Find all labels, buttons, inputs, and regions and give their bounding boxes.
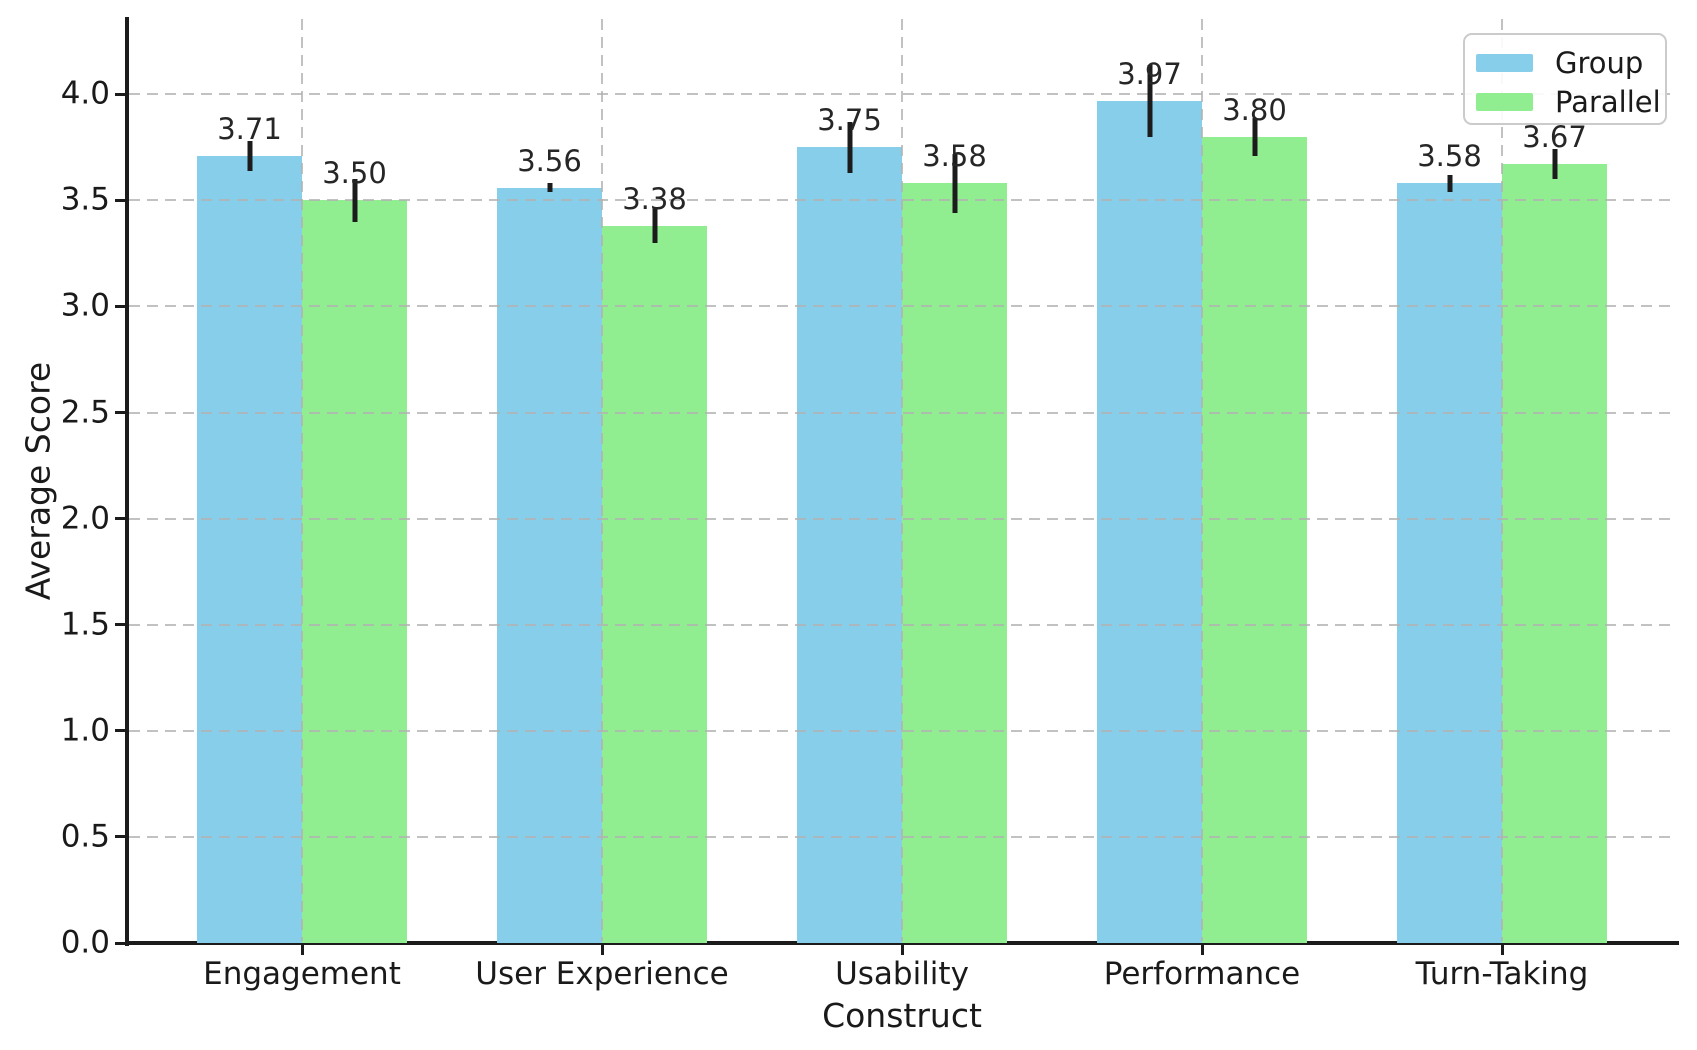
legend-swatch-group [1476, 53, 1533, 72]
bar-group-1 [497, 187, 602, 943]
y-tick-mark [115, 517, 126, 521]
y-tick-label: 1.5 [60, 606, 110, 643]
y-tick-label: 3.5 [60, 181, 110, 218]
bar-value-label: 3.56 [517, 143, 582, 178]
x-tick-label: Usability [835, 956, 969, 992]
error-bar-parallel-2 [952, 153, 957, 214]
bar-value-label: 3.38 [622, 181, 687, 216]
legend-label: Group [1555, 45, 1644, 80]
legend-item-group: Group [1476, 44, 1655, 82]
y-tick-mark [115, 304, 126, 308]
x-tick-mark [300, 945, 304, 955]
gridline-vertical [1501, 19, 1503, 941]
y-tick-mark [115, 411, 126, 415]
error-bar-group-4 [1447, 174, 1452, 192]
bar-parallel-3 [1202, 136, 1307, 943]
x-tick-mark [1500, 945, 1504, 955]
y-axis-spine [125, 17, 129, 946]
bar-value-label: 3.50 [322, 156, 387, 191]
y-tick-label: 4.0 [60, 75, 110, 112]
y-tick-mark [115, 835, 126, 839]
y-tick-mark [115, 623, 126, 627]
x-tick-label: User Experience [475, 956, 729, 992]
error-bar-group-1 [547, 183, 552, 192]
bar-parallel-0 [302, 200, 407, 943]
y-tick-label: 2.0 [60, 500, 110, 537]
error-bar-parallel-4 [1552, 149, 1557, 180]
y-tick-label: 2.5 [60, 394, 110, 431]
y-tick-label: 0.5 [60, 818, 110, 855]
x-tick-label: Performance [1103, 956, 1301, 992]
bar-value-label: 3.71 [217, 111, 282, 146]
gridline-vertical [601, 19, 603, 941]
bar-parallel-1 [602, 225, 707, 943]
error-bar-group-2 [847, 121, 852, 173]
x-tick-mark [1200, 945, 1204, 955]
bar-value-label: 3.58 [922, 139, 987, 174]
bar-group-0 [197, 155, 302, 943]
bar-value-label: 3.58 [1417, 139, 1482, 174]
bar-value-label: 3.67 [1522, 120, 1587, 155]
y-tick-label: 0.0 [60, 924, 110, 961]
bar-group-3 [1097, 100, 1202, 943]
y-tick-mark [115, 198, 126, 202]
bar-value-label: 3.97 [1117, 56, 1182, 91]
x-tick-label: Turn-Taking [1415, 956, 1589, 992]
y-tick-mark [115, 941, 126, 945]
legend-item-parallel: Parallel [1476, 83, 1661, 121]
legend-label: Parallel [1555, 85, 1661, 120]
bar-parallel-4 [1502, 164, 1607, 943]
error-bar-parallel-1 [652, 208, 657, 243]
error-bar-group-3 [1147, 64, 1152, 137]
y-tick-label: 3.0 [60, 287, 110, 324]
x-tick-label: Engagement [203, 956, 401, 992]
y-tick-label: 1.0 [60, 712, 110, 749]
gridline-vertical [1201, 19, 1203, 941]
bar-value-label: 3.75 [817, 103, 882, 138]
bar-group-2 [797, 147, 902, 943]
bar-value-label: 3.80 [1222, 92, 1287, 127]
gridline-vertical [901, 19, 903, 941]
bar-parallel-2 [902, 183, 1007, 943]
x-axis-spine [125, 941, 1679, 945]
error-bar-group-0 [247, 140, 252, 171]
error-bar-parallel-3 [1252, 117, 1257, 156]
y-tick-mark [115, 92, 126, 96]
error-bar-parallel-0 [352, 179, 357, 222]
x-tick-mark [900, 945, 904, 955]
y-tick-mark [115, 729, 126, 733]
x-tick-mark [600, 945, 604, 955]
gridline-vertical [301, 19, 303, 941]
legend-swatch-parallel [1476, 93, 1533, 112]
x-axis-label: Construct [822, 996, 982, 1035]
bar-group-4 [1397, 183, 1502, 943]
legend: Group Parallel [1463, 33, 1667, 125]
